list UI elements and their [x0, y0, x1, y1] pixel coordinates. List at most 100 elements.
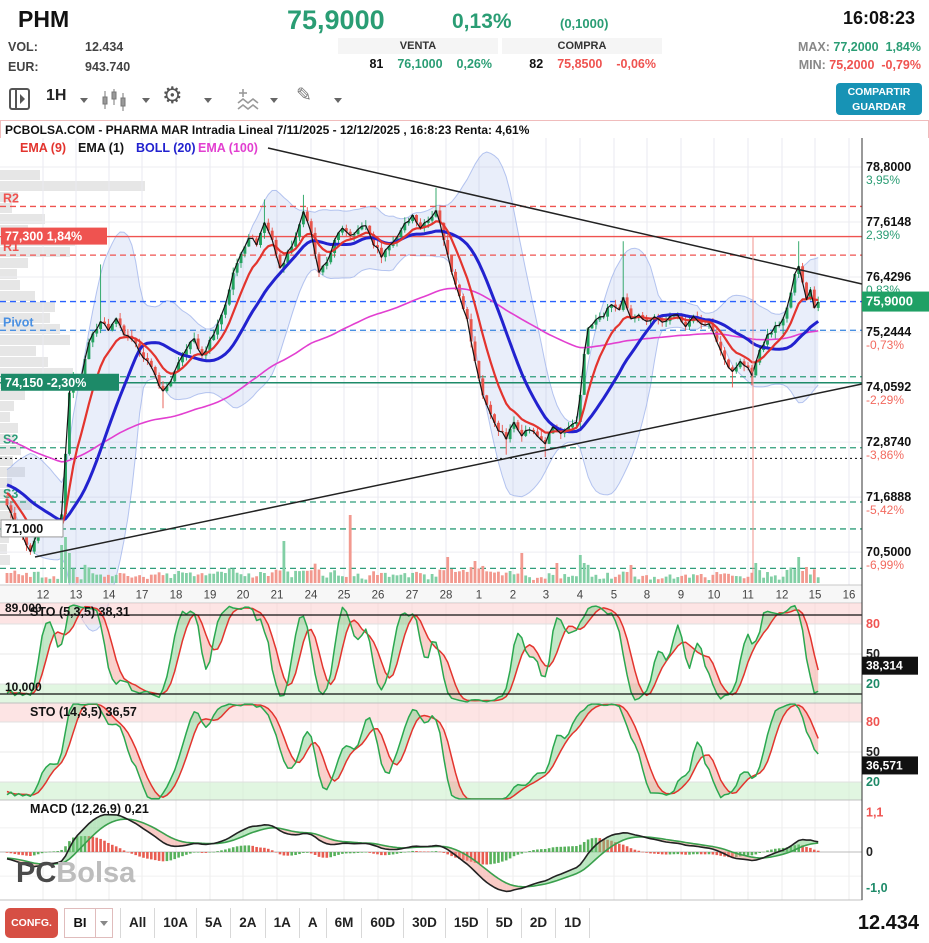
svg-text:16: 16 [843, 590, 856, 602]
range-buttons: All 10A 5A 2A 1A A 6M 60D 30D 15D 5D 2D 1D [120, 908, 591, 938]
svg-text:89,000: 89,000 [5, 601, 42, 615]
range-button-5d[interactable]: 5D [488, 908, 522, 938]
range-button-all[interactable]: All [120, 908, 156, 938]
bid-quote-box: COMPRA 82 75,8500 -0,06% [502, 38, 662, 76]
change-percent: 0,13% [452, 10, 512, 33]
svg-text:-0,73%: -0,73% [866, 338, 904, 352]
bid-qty: 82 [529, 57, 544, 71]
chevron-down-icon[interactable] [204, 98, 212, 103]
svg-text:-6,99%: -6,99% [866, 558, 904, 572]
chevron-down-icon[interactable] [95, 909, 112, 937]
range-button-5a[interactable]: 5A [197, 908, 232, 938]
timeframe-button[interactable]: 1H [46, 87, 67, 104]
settings-gear-icon[interactable]: ⚙ [162, 82, 183, 108]
min-label: MIN: [798, 58, 826, 72]
session-clock: 16:08:23 [842, 8, 915, 28]
panel-expand-icon[interactable] [8, 86, 32, 117]
min-pct: -0,79% [881, 58, 921, 72]
range-button-2d[interactable]: 2D [522, 908, 557, 938]
svg-text:76,4296: 76,4296 [866, 270, 911, 284]
bollinger-band [6, 151, 819, 632]
svg-text:3: 3 [543, 590, 549, 602]
session-max: MAX: 77,2000 1,84% [798, 40, 921, 54]
range-button-6m[interactable]: 6M [327, 908, 363, 938]
range-button-1a[interactable]: 1A [266, 908, 300, 938]
svg-text:STO (5,3,5) 38,31: STO (5,3,5) 38,31 [30, 605, 130, 619]
svg-text:28: 28 [440, 590, 453, 602]
chevron-down-icon[interactable] [270, 98, 278, 103]
ask-pct: 0,26% [456, 57, 492, 71]
bottom-bar: CONFG. BI All 10A 5A 2A 1A A 6M 60D 30D 15D 5D 2D 1D… [0, 903, 929, 943]
range-button-10a[interactable]: 10A [155, 908, 198, 938]
svg-text:77,300 1,84%: 77,300 1,84% [5, 230, 82, 244]
svg-text:-3,86%: -3,86% [866, 448, 904, 462]
chart-type-icon[interactable] [100, 89, 128, 116]
eur-label: EUR: [8, 60, 39, 74]
svg-text:24: 24 [305, 590, 318, 602]
svg-text:EMA (100): EMA (100) [198, 141, 258, 155]
chevron-down-icon[interactable] [142, 98, 150, 103]
chevron-down-icon[interactable] [334, 98, 342, 103]
max-price: 77,2000 [833, 40, 879, 54]
svg-text:26: 26 [372, 590, 385, 602]
range-button-30d[interactable]: 30D [404, 908, 446, 938]
svg-text:14: 14 [103, 590, 116, 602]
svg-text:78,8000: 78,8000 [866, 160, 911, 174]
sto2-panel: STO (14,3,5) 36,57 [0, 703, 862, 800]
range-button-2a[interactable]: 2A [231, 908, 266, 938]
svg-text:74,0592: 74,0592 [866, 380, 911, 394]
svg-text:18: 18 [170, 590, 183, 602]
svg-text:S2: S2 [3, 433, 18, 447]
instrument-value: BI [73, 915, 87, 930]
bid-price: 75,8500 [557, 57, 603, 71]
add-indicator-icon[interactable] [236, 88, 262, 117]
share-save-button[interactable]: COMPARTIR GUARDAR [836, 83, 922, 115]
volume-bars [5, 515, 820, 583]
svg-text:50: 50 [866, 745, 880, 759]
range-button-1d[interactable]: 1D [556, 908, 591, 938]
svg-text:2: 2 [510, 590, 516, 602]
svg-text:80: 80 [866, 715, 880, 729]
range-button-a[interactable]: A [300, 908, 327, 938]
draw-tools-icon[interactable]: ✎ [296, 85, 312, 106]
panel-separators [0, 702, 929, 901]
svg-text:77,6148: 77,6148 [866, 215, 911, 229]
svg-text:9: 9 [678, 590, 684, 602]
svg-text:-1,0: -1,0 [866, 881, 888, 895]
volume-label: VOL: [8, 40, 38, 54]
svg-text:Pivot: Pivot [3, 315, 34, 329]
chevron-down-icon[interactable] [80, 98, 88, 103]
macd-panel: MACD (12,26,9) 0,21 [0, 802, 862, 893]
svg-text:PCBolsa: PCBolsa [16, 857, 136, 889]
chart-legend: EMA (9) EMA (1) BOLL (20) EMA (100) [20, 141, 258, 155]
svg-text:71,000: 71,000 [5, 522, 43, 536]
bid-label: COMPRA [502, 38, 662, 54]
svg-text:75,9000: 75,9000 [866, 294, 913, 309]
share-label: COMPARTIR [847, 86, 911, 98]
svg-text:74,150 -2,30%: 74,150 -2,30% [5, 376, 86, 390]
svg-text:20: 20 [866, 677, 880, 691]
instrument-selector[interactable]: BI [64, 908, 113, 938]
svg-text:27: 27 [406, 590, 419, 602]
svg-text:19: 19 [204, 590, 217, 602]
svg-text:38,314: 38,314 [866, 659, 903, 673]
svg-text:36,571: 36,571 [866, 758, 903, 772]
svg-text:1,1: 1,1 [866, 805, 883, 819]
alert-labels: 77,300 1,84% 74,150 -2,30% 71,000 [0, 227, 119, 538]
svg-text:1: 1 [476, 590, 482, 602]
last-price: 75,9000 [287, 5, 385, 35]
svg-text:75,2444: 75,2444 [866, 325, 911, 339]
range-button-15d[interactable]: 15D [446, 908, 488, 938]
svg-text:13: 13 [70, 590, 83, 602]
config-button[interactable]: CONFG. [5, 908, 58, 938]
svg-text:BOLL (20): BOLL (20) [136, 141, 196, 155]
svg-text:5: 5 [611, 590, 617, 602]
svg-text:15: 15 [809, 590, 822, 602]
chart-title: PCBOLSA.COM - PHARMA MAR Intradia Lineal… [0, 120, 929, 138]
svg-text:80: 80 [866, 617, 880, 631]
range-button-60d[interactable]: 60D [362, 908, 405, 938]
svg-text:21: 21 [271, 590, 284, 602]
